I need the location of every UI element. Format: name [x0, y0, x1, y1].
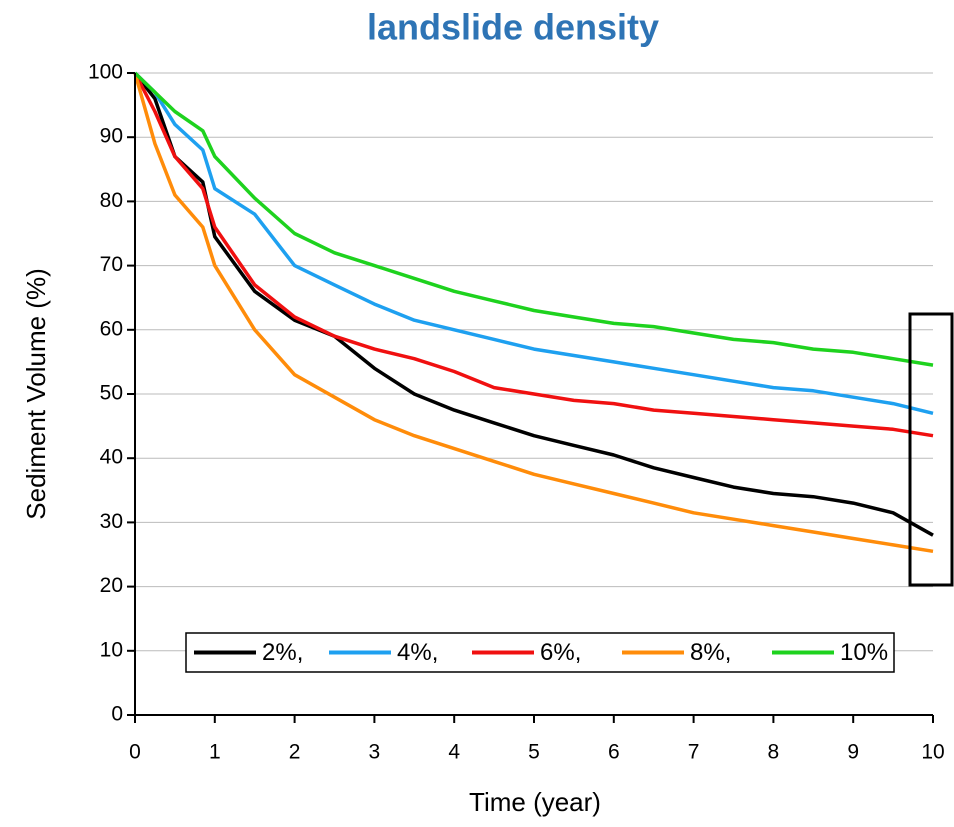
x-tick-label: 0 — [129, 741, 141, 764]
y-tick-label: 80 — [100, 189, 123, 212]
y-tick-label: 90 — [100, 125, 123, 148]
y-tick-label: 10 — [100, 638, 123, 661]
lines — [133, 71, 934, 554]
data-line — [133, 71, 934, 537]
legend: 2%, 4%, 6%, 8%, 10% — [185, 632, 895, 673]
data-line — [133, 72, 934, 438]
y-tick-label: 50 — [100, 382, 123, 405]
y-tick-label: 30 — [100, 510, 123, 533]
legend-label: 10% — [840, 639, 888, 666]
y-tick-label: 70 — [100, 253, 123, 276]
highlight-box — [908, 312, 954, 587]
y-tick-label: 40 — [100, 446, 123, 469]
y-tick-label: 100 — [88, 61, 123, 84]
x-tick-label: 4 — [448, 741, 460, 764]
y-tick-label: 20 — [100, 574, 123, 597]
x-tick-label: 6 — [608, 741, 620, 764]
y-tick-label: 0 — [111, 703, 123, 726]
x-tick-label: 8 — [768, 741, 780, 764]
legend-label: 4%, — [397, 639, 438, 666]
chart-title: landslide density — [367, 7, 659, 48]
data-line — [133, 71, 934, 367]
legend-label: 2%, — [262, 639, 303, 666]
x-tick-label: 9 — [847, 741, 859, 764]
x-axis-label: Time (year) — [469, 787, 601, 817]
legend-label: 8%, — [690, 639, 731, 666]
y-axis-label: Sediment Volume (%) — [21, 268, 51, 519]
x-tick-label: 7 — [688, 741, 700, 764]
data-line — [133, 71, 934, 416]
x-tick-label: 10 — [921, 741, 944, 764]
x-tick-label: 2 — [289, 741, 301, 764]
data-line — [133, 72, 934, 554]
grid — [135, 72, 933, 652]
legend-label: 6%, — [540, 639, 581, 666]
x-tick-label: 1 — [209, 741, 221, 764]
x-tick-label: 5 — [528, 741, 540, 764]
x-tick-label: 3 — [369, 741, 381, 764]
y-tick-label: 60 — [100, 317, 123, 340]
